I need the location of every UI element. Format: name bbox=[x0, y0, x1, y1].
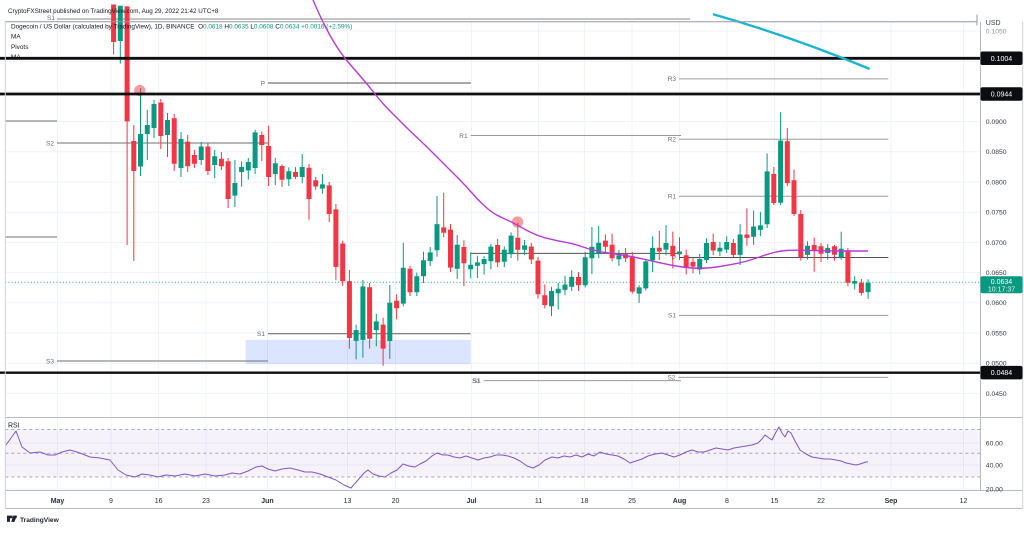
svg-text:R1: R1 bbox=[459, 133, 468, 140]
svg-text:12: 12 bbox=[960, 498, 968, 505]
svg-text:S1: S1 bbox=[473, 378, 481, 385]
svg-text:S1: S1 bbox=[668, 313, 676, 320]
svg-text:0.0500: 0.0500 bbox=[986, 361, 1007, 368]
svg-text:R1: R1 bbox=[668, 194, 677, 201]
svg-text:S2: S2 bbox=[667, 375, 675, 382]
svg-text:13: 13 bbox=[344, 498, 352, 505]
svg-text:P: P bbox=[261, 80, 265, 87]
svg-text:Aug: Aug bbox=[673, 498, 687, 505]
svg-text:MA: MA bbox=[11, 54, 21, 61]
svg-text:0.0900: 0.0900 bbox=[986, 119, 1007, 126]
svg-text:S3: S3 bbox=[46, 358, 54, 365]
svg-text:S1: S1 bbox=[472, 378, 480, 385]
svg-text:Sep: Sep bbox=[885, 498, 898, 505]
svg-text:18: 18 bbox=[581, 498, 589, 505]
svg-text:16: 16 bbox=[155, 498, 163, 505]
svg-text:0.0850: 0.0850 bbox=[986, 149, 1007, 156]
svg-text:11: 11 bbox=[535, 498, 542, 505]
svg-text:S1: S1 bbox=[47, 15, 55, 22]
svg-text:23: 23 bbox=[202, 498, 210, 505]
svg-text:R3: R3 bbox=[668, 76, 677, 83]
svg-text:R2: R2 bbox=[668, 137, 677, 144]
svg-text:Jul: Jul bbox=[466, 498, 476, 505]
svg-text:9: 9 bbox=[109, 498, 113, 505]
svg-text:0.0634: 0.0634 bbox=[991, 279, 1013, 286]
svg-text:20.00: 20.00 bbox=[986, 486, 1003, 493]
svg-text:Pivots: Pivots bbox=[11, 44, 28, 51]
svg-text:S1: S1 bbox=[257, 331, 265, 338]
svg-text:P: P bbox=[672, 255, 676, 262]
svg-text:Jun: Jun bbox=[261, 498, 273, 505]
svg-text:20: 20 bbox=[392, 498, 400, 505]
svg-text:Dogecoin / US Dollar (calculat: Dogecoin / US Dollar (calculated by Trad… bbox=[11, 24, 352, 31]
svg-text:0.0750: 0.0750 bbox=[986, 210, 1007, 217]
svg-text:MA: MA bbox=[11, 34, 21, 41]
svg-text:40.00: 40.00 bbox=[986, 462, 1003, 469]
svg-text:10:17:37: 10:17:37 bbox=[988, 287, 1015, 294]
svg-text:0.1004: 0.1004 bbox=[991, 56, 1013, 63]
svg-text:0.1050: 0.1050 bbox=[986, 28, 1007, 35]
svg-text:0.0700: 0.0700 bbox=[986, 240, 1007, 247]
svg-text:60.00: 60.00 bbox=[986, 440, 1003, 447]
svg-text:0.0550: 0.0550 bbox=[986, 330, 1007, 337]
svg-text:15: 15 bbox=[771, 498, 779, 505]
svg-text:8: 8 bbox=[725, 498, 729, 505]
svg-text:0.0450: 0.0450 bbox=[986, 391, 1007, 398]
svg-text:22: 22 bbox=[817, 498, 825, 505]
svg-text:0.0600: 0.0600 bbox=[986, 300, 1007, 307]
svg-text:May: May bbox=[51, 498, 65, 505]
svg-text:0.0800: 0.0800 bbox=[986, 179, 1007, 186]
svg-text:CryptoFXStreet published on Tr: CryptoFXStreet published on TradingView.… bbox=[8, 8, 219, 15]
svg-text:25: 25 bbox=[628, 498, 636, 505]
svg-text:S2: S2 bbox=[46, 140, 54, 147]
svg-text:0.0484: 0.0484 bbox=[991, 370, 1013, 377]
svg-text:USD: USD bbox=[986, 20, 1001, 27]
svg-text:0.0944: 0.0944 bbox=[991, 92, 1013, 99]
svg-text:0.0650: 0.0650 bbox=[986, 270, 1007, 277]
svg-text:TradingView: TradingView bbox=[20, 517, 60, 524]
svg-text:RSI: RSI bbox=[8, 423, 20, 430]
